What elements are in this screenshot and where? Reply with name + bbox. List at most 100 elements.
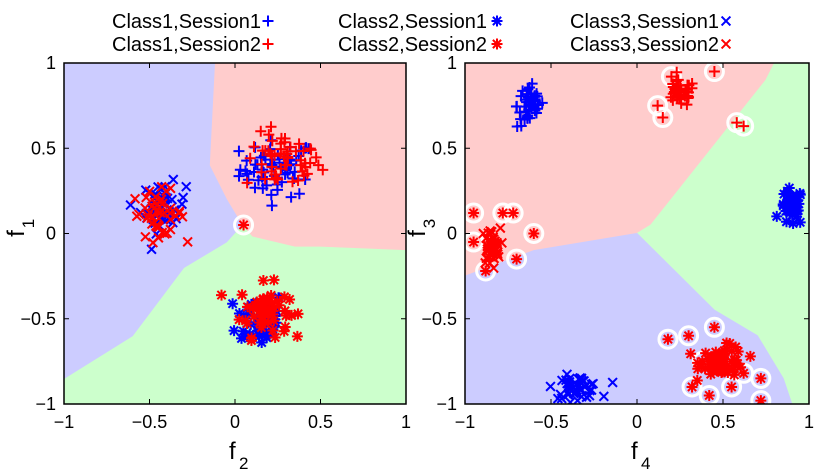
y-tick-label: 0.5 <box>432 138 457 158</box>
point-class2-session2 <box>725 356 737 368</box>
point-class2-session2 <box>279 305 291 317</box>
point-class3-session2 <box>129 193 141 204</box>
point-highlighted-class2 <box>726 381 738 393</box>
highlight-ring <box>523 223 545 244</box>
point-class1-session1 <box>233 170 245 182</box>
highlight-ring <box>660 66 682 88</box>
point-class1-session1 <box>527 98 539 110</box>
point-class3-session2 <box>165 214 176 225</box>
highlight-ring <box>233 214 255 236</box>
point-class2-session2 <box>713 350 725 362</box>
point-class2-session2 <box>731 358 743 370</box>
point-class1-session2 <box>675 83 687 95</box>
point-highlighted-class2 <box>497 207 509 219</box>
point-class2-session1 <box>791 211 803 223</box>
y-axis-label: f <box>404 230 431 237</box>
point-class3-session2 <box>142 212 153 224</box>
point-class1-session2 <box>287 176 299 188</box>
point-class3-session1 <box>575 384 586 395</box>
legend-label: Class3,Session1 <box>570 11 719 33</box>
point-class2-session2 <box>714 359 726 371</box>
point-class3-session1 <box>125 199 136 211</box>
point-class2-session1 <box>260 326 272 338</box>
highlight-ring <box>681 376 703 398</box>
point-class2-session2 <box>268 302 280 314</box>
x-tick-label: −0.5 <box>132 412 168 432</box>
point-class2-session2 <box>257 275 269 287</box>
plot-area <box>465 63 809 404</box>
point-class1-session2 <box>255 125 267 137</box>
point-class2-session1 <box>236 332 248 344</box>
point-class2-session2 <box>280 310 292 322</box>
point-class2-session2 <box>263 303 275 315</box>
point-class3-session2 <box>154 206 165 218</box>
point-class1-session1 <box>511 120 523 132</box>
highlight-ring <box>647 95 669 117</box>
legend-label: Class1,Session2 <box>112 34 261 56</box>
point-class2-session1 <box>228 325 240 337</box>
point-class1-session2 <box>278 136 290 148</box>
point-class3-session2 <box>131 211 142 222</box>
point-class3-session1 <box>565 397 576 404</box>
point-class2-session2 <box>273 299 285 311</box>
point-class3-session2 <box>159 228 171 239</box>
y-axis-label-subscript: 1 <box>19 219 38 228</box>
point-highlighted-class1 <box>657 112 669 124</box>
point-class1-session2 <box>266 161 278 173</box>
point-highlighted-class2 <box>686 381 698 393</box>
point-class2-session1 <box>273 292 285 304</box>
point-class2-session2 <box>292 308 304 320</box>
point-class2-session2 <box>700 347 712 359</box>
highlight-ring <box>465 202 485 224</box>
point-class1-session1 <box>239 165 251 177</box>
point-class1-session1 <box>265 189 277 201</box>
x-axis-label-subscript: 4 <box>641 454 650 473</box>
point-class1-session2 <box>244 152 256 164</box>
point-class1-session2 <box>672 74 684 86</box>
point-class1-session2 <box>255 166 267 178</box>
legend-marker-star <box>491 15 503 27</box>
y-tick-label: 0 <box>46 224 56 244</box>
point-class1-session2 <box>301 168 313 180</box>
point-class2-session1 <box>780 216 792 228</box>
point-class3-session2 <box>140 231 151 242</box>
point-class2-session2 <box>267 324 279 336</box>
point-highlighted-class2 <box>480 265 492 277</box>
point-highlighted-class2 <box>755 395 767 404</box>
point-class1-session2 <box>310 151 322 163</box>
point-class2-session1 <box>227 298 239 310</box>
point-class2-session2 <box>248 311 260 323</box>
point-class3-session2 <box>144 186 155 197</box>
point-class2-session2 <box>269 331 281 343</box>
point-highlighted-class2 <box>755 372 767 384</box>
scatter-panel-left: −1 −0.5 0 0.5 1−1−0.500.51f 2f1 <box>3 53 411 473</box>
point-class3-session2 <box>486 226 497 237</box>
point-class1-session1 <box>515 90 527 102</box>
legend-marker-star <box>491 38 503 50</box>
highlight-ring <box>657 328 679 350</box>
point-class1-session2 <box>292 174 304 186</box>
point-highlighted-class2 <box>468 236 480 248</box>
point-class2-session2 <box>724 337 736 349</box>
point-class1-session2 <box>296 165 308 177</box>
x-axis-label: f <box>631 438 638 465</box>
point-class3-session2 <box>141 192 152 203</box>
point-class2-session2 <box>692 363 704 375</box>
point-class3-session1 <box>578 375 590 387</box>
legend-marker-cross <box>720 15 732 27</box>
point-class2-session1 <box>237 325 249 337</box>
point-class2-session1 <box>786 209 798 221</box>
point-class1-session2 <box>241 177 253 189</box>
point-class1-session2 <box>295 154 307 166</box>
point-class2-session2 <box>291 330 303 342</box>
point-class2-session1 <box>794 189 806 201</box>
point-class1-session1 <box>530 107 542 119</box>
point-class2-session2 <box>245 335 257 347</box>
point-class2-session1 <box>233 308 245 320</box>
point-class2-session2 <box>233 314 245 326</box>
point-class1-session1 <box>234 164 246 176</box>
highlight-ring <box>506 248 528 270</box>
point-class2-session2 <box>240 315 252 327</box>
y-axis-label: f <box>3 230 30 237</box>
legend-label: Class3,Session2 <box>570 34 719 56</box>
